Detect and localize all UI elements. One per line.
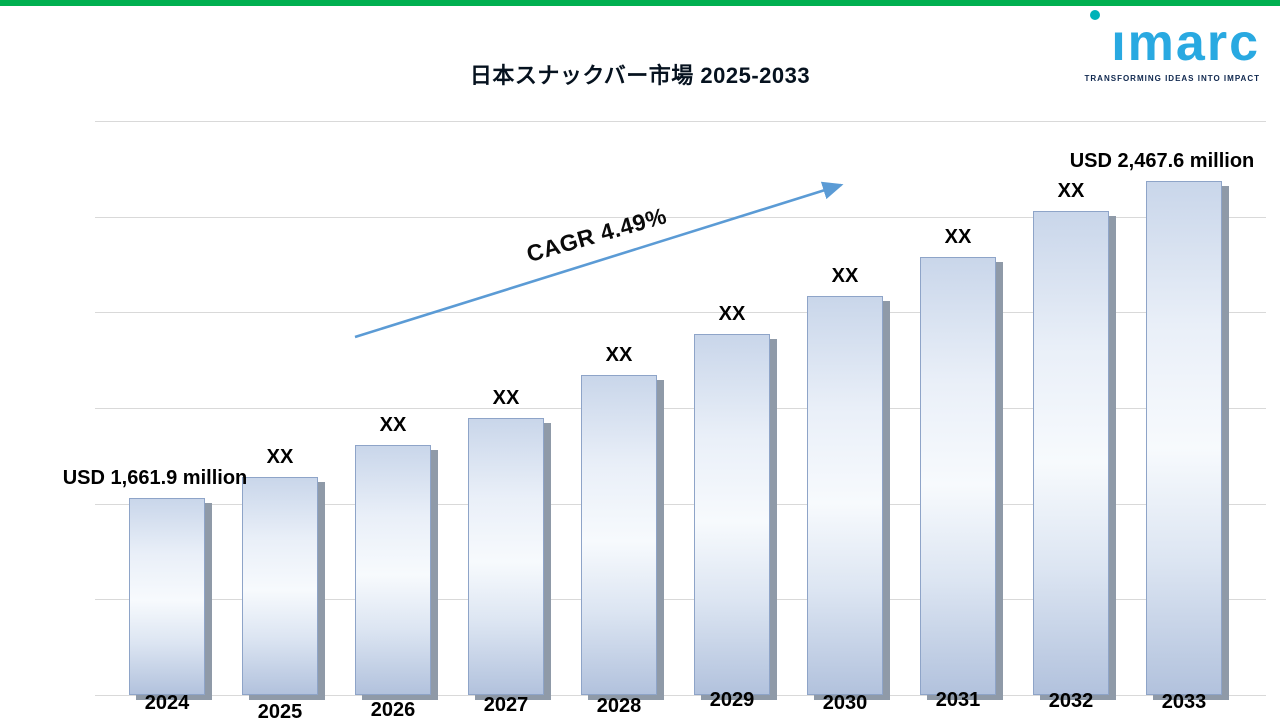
value-label-2026: XX xyxy=(379,414,407,436)
imarc-logo-text: ımarc xyxy=(1111,14,1260,72)
year-label-2026: 2026 xyxy=(370,699,416,720)
year-label-2031: 2031 xyxy=(935,689,981,711)
year-label-2032: 2032 xyxy=(1048,690,1094,712)
year-label-2025: 2025 xyxy=(257,701,303,720)
value-label-2025: XX xyxy=(266,446,294,468)
imarc-logo-dot-icon xyxy=(1089,10,1100,20)
bar-2024 xyxy=(129,498,205,695)
bar-2030 xyxy=(807,296,883,695)
bar-2025 xyxy=(242,477,318,695)
imarc-logo-tagline: TRANSFORMING IDEAS INTO IMPACT xyxy=(1084,73,1260,83)
year-label-2029: 2029 xyxy=(709,689,755,711)
value-label-2029: XX xyxy=(718,303,746,325)
value-label-2033: USD 2,467.6 million xyxy=(1069,150,1255,172)
year-label-2028: 2028 xyxy=(596,695,642,717)
gridline-0 xyxy=(95,121,1266,122)
year-label-2033: 2033 xyxy=(1161,691,1207,713)
value-label-2030: XX xyxy=(831,265,859,287)
bar-2033 xyxy=(1146,181,1222,695)
bar-2032 xyxy=(1033,211,1109,695)
value-label-2024: USD 1,661.9 million xyxy=(62,467,248,489)
value-label-2027: XX xyxy=(492,387,520,409)
gridline-6 xyxy=(95,695,1266,696)
growth-arrow-icon xyxy=(354,181,844,339)
year-label-2030: 2030 xyxy=(822,692,868,714)
value-label-2032: XX xyxy=(1057,180,1085,202)
bar-2026 xyxy=(355,445,431,695)
value-label-2031: XX xyxy=(944,226,972,248)
gridline-3 xyxy=(95,408,1266,409)
green-top-border xyxy=(0,0,1280,6)
imarc-logo: ımarc TRANSFORMING IDEAS INTO IMPACT xyxy=(1084,10,1260,83)
gridline-2 xyxy=(95,312,1266,313)
gridline-1 xyxy=(95,217,1266,218)
gridline-4 xyxy=(95,504,1266,505)
bar-2029 xyxy=(694,334,770,695)
year-label-2024: 2024 xyxy=(144,692,190,714)
year-label-2027: 2027 xyxy=(483,694,529,716)
value-label-2028: XX xyxy=(605,344,633,366)
gridline-5 xyxy=(95,599,1266,600)
bar-2031 xyxy=(920,257,996,695)
chart-title: 日本スナックバー市場 2025-2033 xyxy=(469,63,811,88)
bar-2027 xyxy=(468,418,544,695)
bar-2028 xyxy=(581,375,657,695)
